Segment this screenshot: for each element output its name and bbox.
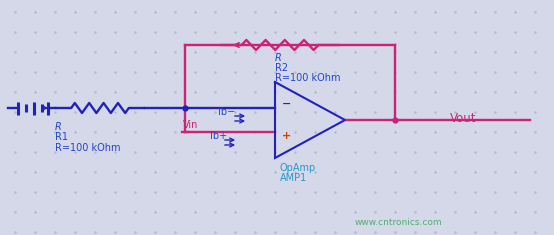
Text: Ib−: Ib− bbox=[218, 107, 235, 117]
Text: R1: R1 bbox=[55, 132, 68, 142]
Text: R2: R2 bbox=[275, 63, 288, 73]
Text: Vout: Vout bbox=[450, 112, 476, 125]
Text: R=100 kOhm: R=100 kOhm bbox=[275, 73, 341, 83]
Text: R=100 kOhm: R=100 kOhm bbox=[55, 143, 121, 153]
Text: Ib+: Ib+ bbox=[210, 131, 227, 141]
Text: www.cntronics.com: www.cntronics.com bbox=[355, 218, 443, 227]
Text: R: R bbox=[55, 122, 61, 132]
Text: AMP1: AMP1 bbox=[280, 173, 307, 183]
Text: −: − bbox=[282, 99, 291, 109]
Text: Vin: Vin bbox=[183, 120, 198, 130]
Text: +: + bbox=[282, 131, 291, 141]
Text: R: R bbox=[275, 53, 282, 63]
Text: OpAmp: OpAmp bbox=[280, 163, 316, 173]
